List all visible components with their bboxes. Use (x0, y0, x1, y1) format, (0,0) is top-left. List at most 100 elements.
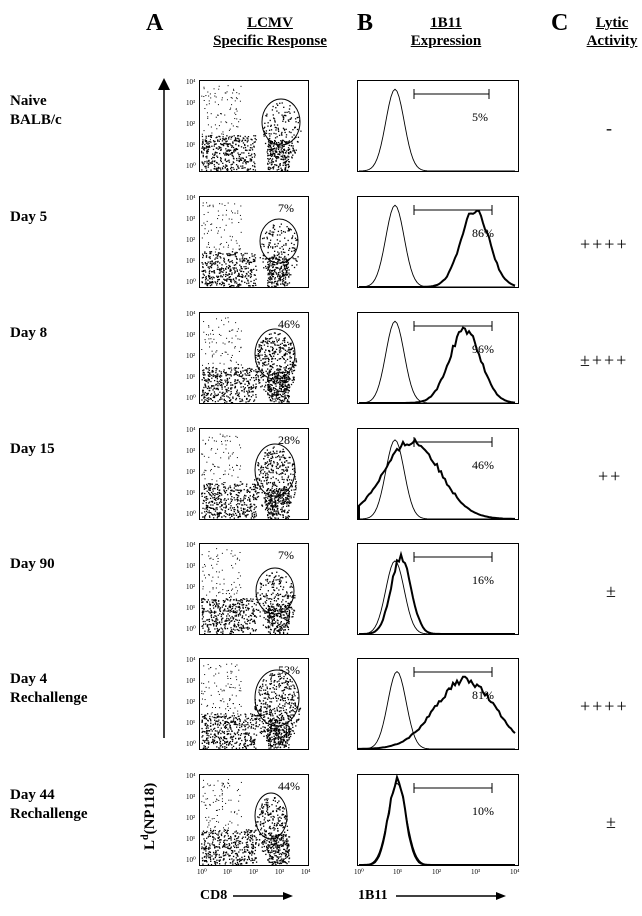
dot-plot (199, 428, 309, 520)
panel-b-title: 1B11 Expression (396, 14, 496, 50)
tick-label-y: 10² (186, 698, 196, 706)
lytic-activity: ± (606, 812, 618, 832)
tick-label-y: 10⁰ (186, 162, 196, 170)
x-axis-label-b: 1B11 (358, 888, 506, 904)
expression-percent: 5% (472, 110, 488, 124)
tick-label-y: 10² (186, 583, 196, 591)
tick-label-y: 10¹ (186, 257, 196, 265)
tick-label-x-b: 10⁴ (510, 868, 520, 876)
tick-label-y: 10¹ (186, 719, 196, 727)
tick-label-x-a: 10³ (275, 868, 285, 876)
panel-a-title: LCMV Specific Response (205, 14, 335, 50)
tick-label-y: 10² (186, 814, 196, 822)
tick-label-y: 10³ (186, 215, 196, 223)
tick-label-y: 10¹ (186, 835, 196, 843)
row-label: Day 44 Rechallenge (10, 786, 87, 824)
tick-label-y: 10³ (186, 677, 196, 685)
dot-plot (199, 80, 309, 172)
tick-label-y: 10⁰ (186, 625, 196, 633)
histogram (357, 658, 519, 750)
panel-b-letter: B (357, 10, 374, 36)
tick-label-y: 10¹ (186, 604, 196, 612)
lytic-activity: - (606, 118, 614, 138)
tick-label-y: 10⁴ (186, 194, 196, 202)
tick-label-y: 10³ (186, 793, 196, 801)
lytic-activity: ++++ (580, 234, 629, 254)
lcmv-percent: 53% (278, 663, 300, 677)
tick-label-y: 10¹ (186, 489, 196, 497)
tick-label-y: 10⁰ (186, 278, 196, 286)
panel-a-letter: A (146, 10, 164, 36)
lcmv-percent: 46% (278, 317, 300, 331)
row-label-line1: Day 4 (10, 671, 48, 687)
expression-percent: 46% (472, 458, 494, 472)
tick-label-y: 10² (186, 236, 196, 244)
lcmv-percent: 44% (278, 779, 300, 793)
tick-label-y: 10³ (186, 99, 196, 107)
y-axis-label-main: L (142, 839, 158, 850)
row-label: Day 90 (10, 555, 55, 574)
expression-percent: 81% (472, 688, 494, 702)
histogram (357, 80, 519, 172)
panel-c-title: Lytic Activity (582, 14, 642, 50)
panel-c-letter: C (551, 10, 569, 36)
dot-plot (199, 312, 309, 404)
histogram (357, 773, 519, 866)
y-axis-label-sup: d (140, 834, 151, 840)
tick-label-y: 10⁴ (186, 78, 196, 86)
tick-label-y: 10⁴ (186, 426, 196, 434)
lcmv-percent: 28% (278, 433, 300, 447)
tick-label-x-a: 10² (249, 868, 259, 876)
histogram (357, 196, 519, 288)
tick-label-y: 10³ (186, 562, 196, 570)
tick-label-y: 10⁰ (186, 740, 196, 748)
tick-label-x-a: 10⁴ (301, 868, 311, 876)
y-axis-arrow (158, 78, 170, 738)
dot-plot (199, 658, 309, 750)
histogram (357, 312, 519, 404)
row-label: Day 8 (10, 324, 47, 343)
y-axis-label-rest: (NP118) (142, 782, 158, 835)
x-axis-arrow-a (233, 892, 294, 900)
panel-c-title-line1: Lytic (595, 15, 629, 31)
tick-label-y: 10² (186, 352, 196, 360)
histogram (357, 543, 519, 635)
tick-label-y: 10⁴ (186, 310, 196, 318)
tick-label-y: 10¹ (186, 373, 196, 381)
lytic-activity: ++ (598, 466, 623, 486)
panel-b-title-line2: Expression (410, 33, 482, 49)
row-label-line1: Day 44 (10, 787, 55, 803)
tick-label-x-b: 10¹ (393, 868, 403, 876)
row-label-line1: Naive (10, 93, 47, 109)
tick-label-x-b: 10³ (471, 868, 481, 876)
tick-label-y: 10² (186, 468, 196, 476)
tick-label-x-b: 10² (432, 868, 442, 876)
x-axis-label-b-text: 1B11 (358, 888, 388, 903)
tick-label-y: 10² (186, 120, 196, 128)
panel-c-title-line2: Activity (586, 33, 638, 49)
tick-label-y: 10⁰ (186, 856, 196, 864)
tick-label-y: 10⁰ (186, 394, 196, 402)
lytic-activity: ± (606, 581, 618, 601)
tick-label-x-a: 10⁰ (197, 868, 207, 876)
lytic-activity: ++++ (580, 696, 629, 716)
expression-percent: 10% (472, 804, 494, 818)
x-axis-label-a: CD8 (200, 888, 294, 904)
tick-label-y: 10⁴ (186, 541, 196, 549)
dot-plot (199, 196, 309, 288)
x-axis-arrow-b (395, 892, 506, 900)
tick-label-x-a: 10¹ (223, 868, 233, 876)
panel-a-title-line1: LCMV (247, 15, 293, 31)
row-label-line1: Day 5 (10, 209, 48, 225)
lytic-activity: ±+++ (580, 350, 629, 370)
row-label: Naive BALB/c (10, 92, 62, 130)
row-label: Day 4 Rechallenge (10, 670, 87, 708)
row-label-line2: Rechallenge (10, 806, 88, 822)
tick-label-y: 10³ (186, 447, 196, 455)
tick-label-y: 10³ (186, 331, 196, 339)
row-label-line1: Day 15 (10, 441, 55, 457)
histogram (357, 428, 519, 520)
expression-percent: 86% (472, 226, 494, 240)
expression-percent: 96% (472, 342, 494, 356)
row-label-line1: Day 8 (10, 325, 48, 341)
